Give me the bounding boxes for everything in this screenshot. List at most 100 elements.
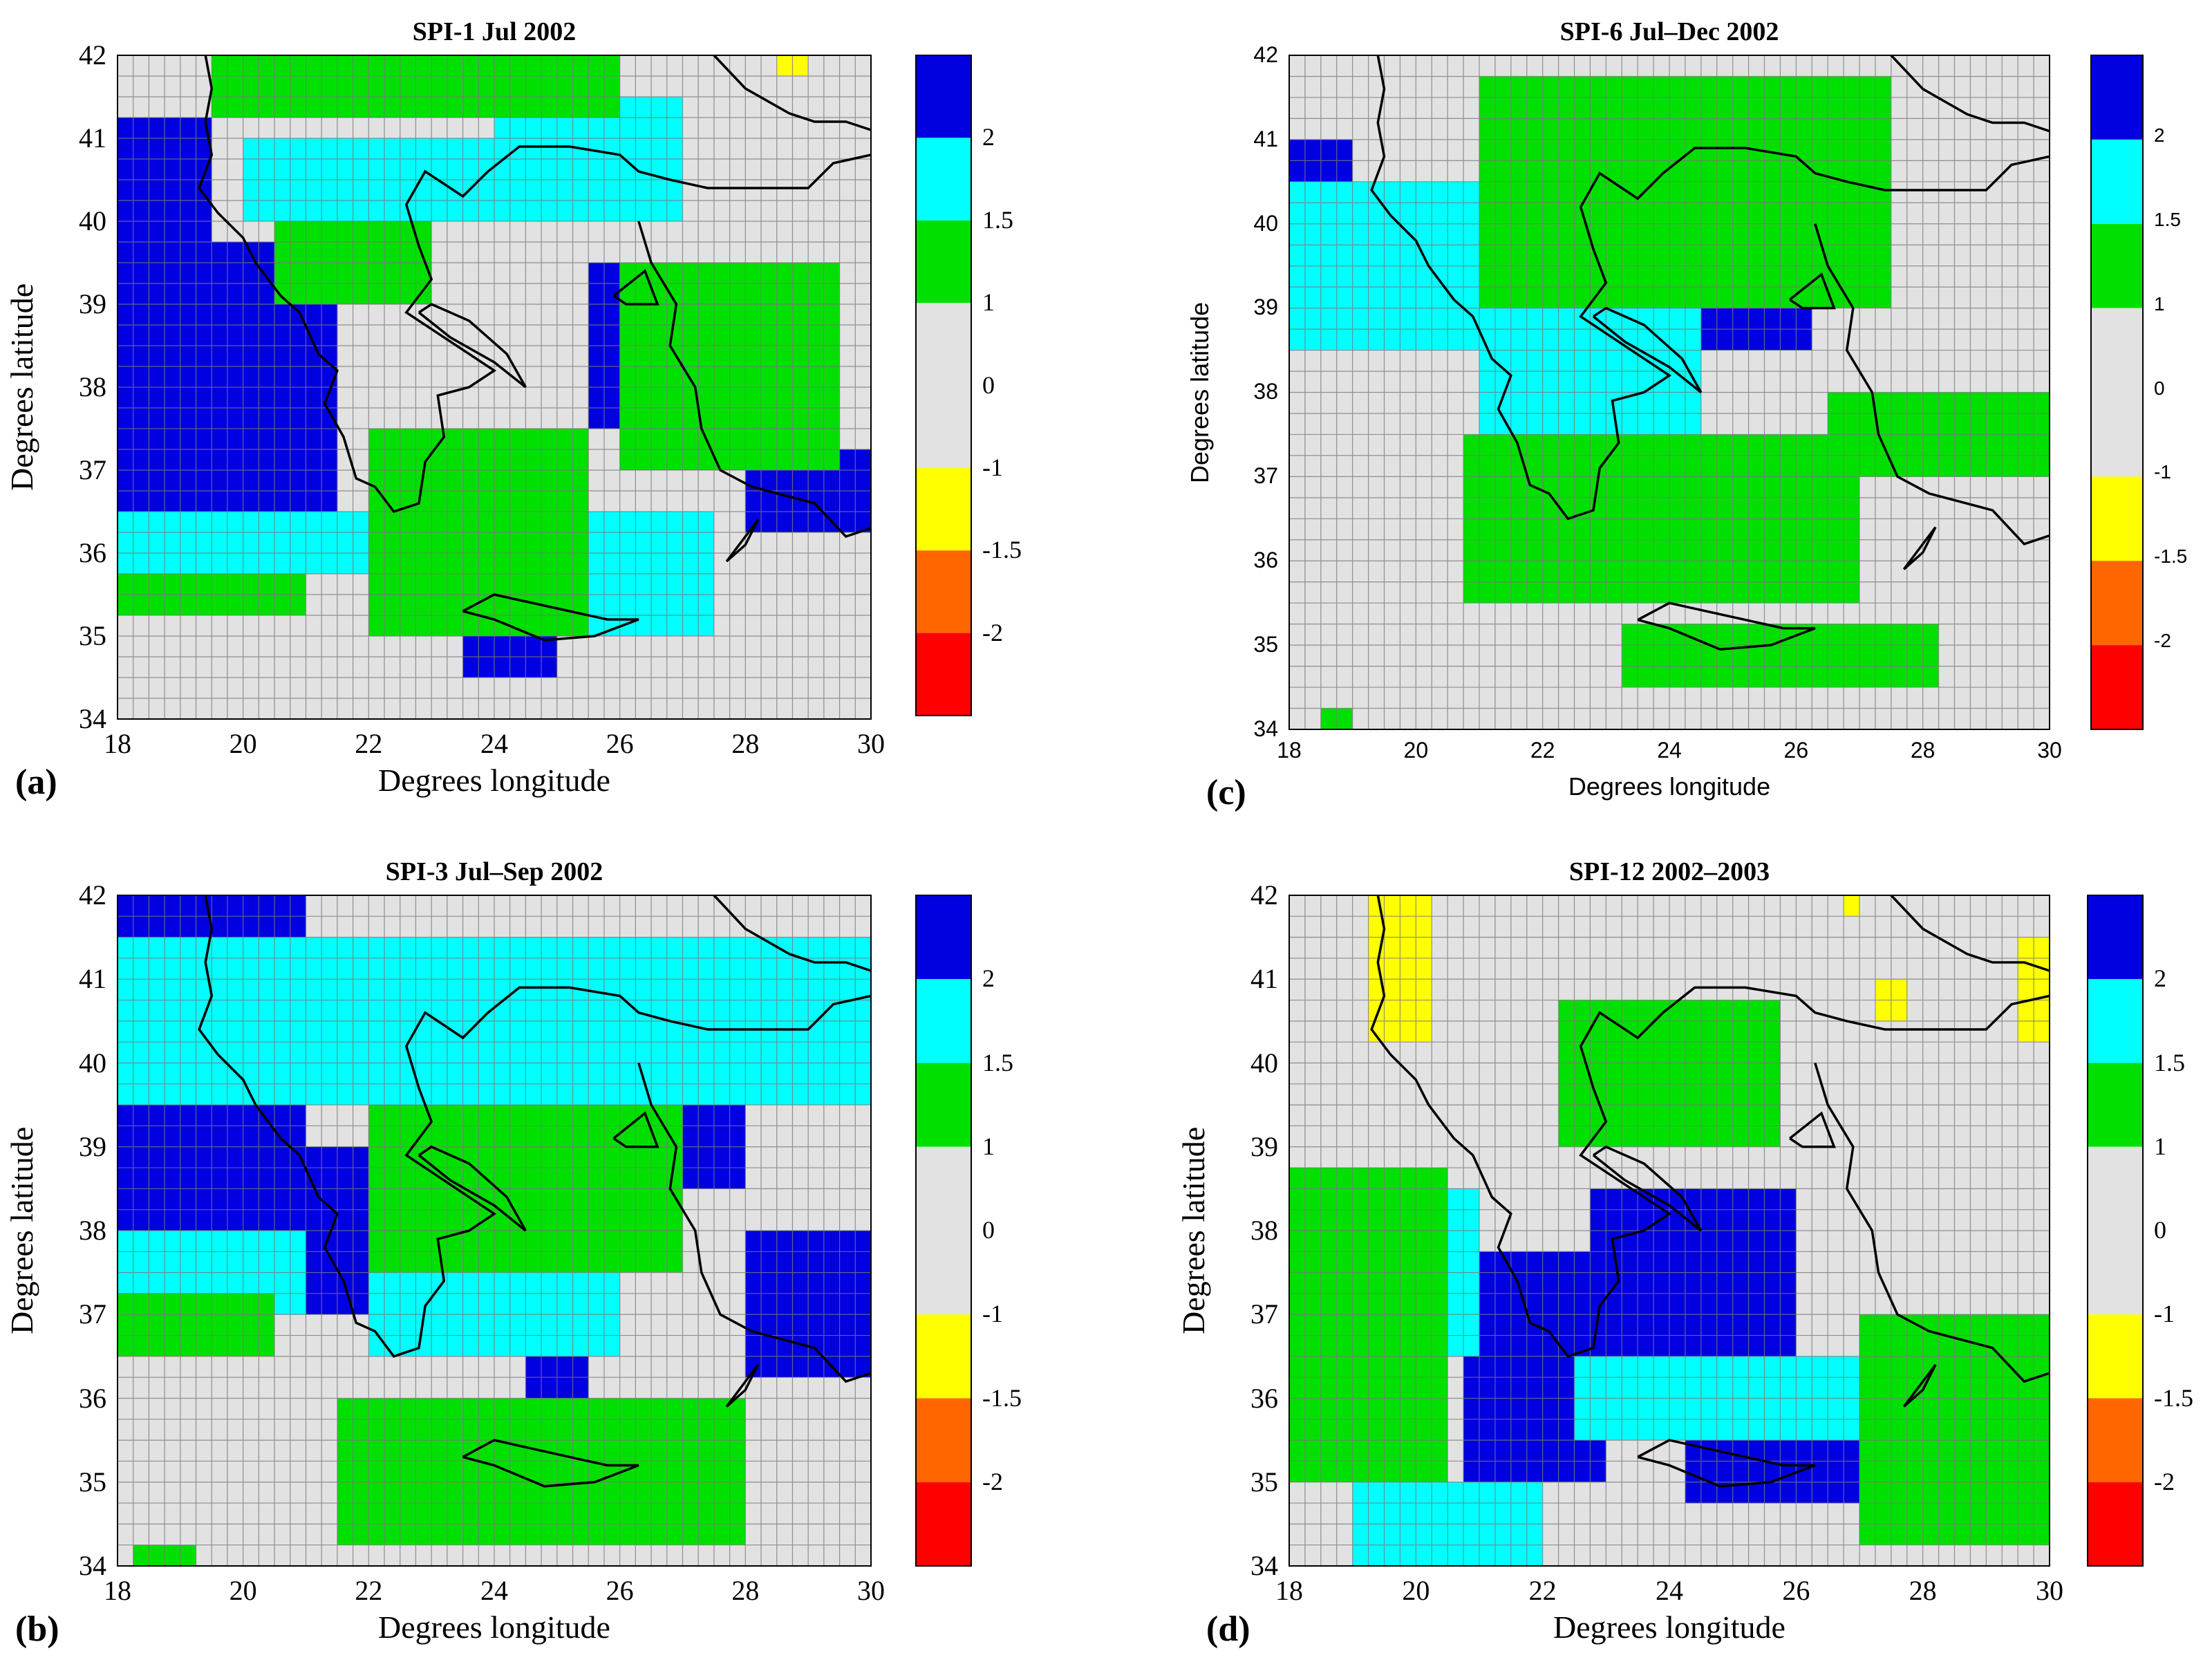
- y-tick-d-2: 36: [1250, 1382, 1278, 1414]
- colorbar-segment-d-4: [2088, 1314, 2143, 1399]
- colorbar-segment-d-6: [2088, 1482, 2143, 1566]
- x-tick-c-3: 24: [1657, 738, 1682, 763]
- y-tick-c-4: 38: [1253, 379, 1278, 404]
- colorbar-tick-d-5: 1.5: [2154, 1048, 2185, 1076]
- x-axis-label-a: Degrees longitude: [378, 763, 610, 798]
- coastline-b-6: [612, 1111, 659, 1148]
- x-tick-c-0: 18: [1277, 738, 1302, 763]
- panel-letter-d: (d): [1206, 1609, 1250, 1649]
- y-tick-b-7: 41: [79, 963, 106, 995]
- coastline-a-4: [418, 303, 527, 389]
- coastline-b-0: [198, 895, 872, 1358]
- colorbar-segment-d-1: [2088, 979, 2143, 1063]
- coastline-d-1: [1814, 1062, 2050, 1383]
- colorbar-segment-c-3: [2091, 308, 2143, 477]
- colorbar-segment-b-3: [916, 1146, 971, 1315]
- y-tick-b-0: 34: [79, 1550, 106, 1581]
- plot-frame-c: [1288, 55, 2050, 730]
- coastline-a-1: [637, 221, 872, 539]
- x-tick-d-4: 26: [1782, 1575, 1810, 1606]
- colorbar-segment-b-0: [916, 895, 971, 980]
- colorbar-tick-b-0: -2: [982, 1467, 1003, 1495]
- coastline-c-1: [1814, 223, 2050, 545]
- y-tick-b-8: 42: [79, 879, 106, 911]
- colorbar-tick-d-1: -1.5: [2154, 1383, 2193, 1412]
- y-tick-b-2: 36: [79, 1382, 106, 1414]
- colorbar-tick-b-2: -1: [982, 1300, 1003, 1328]
- y-axis-label-d: Degrees latitude: [1176, 1126, 1211, 1334]
- y-tick-c-7: 41: [1253, 126, 1278, 151]
- chart-title-c: SPI-6 Jul–Dec 2002: [1559, 17, 1779, 46]
- coastline-a-6: [612, 269, 659, 306]
- y-tick-d-1: 35: [1250, 1466, 1278, 1497]
- colorbar-tick-b-5: 1.5: [982, 1048, 1013, 1076]
- y-tick-b-5: 39: [79, 1130, 106, 1162]
- x-tick-c-6: 30: [2037, 738, 2062, 763]
- x-tick-d-1: 20: [1402, 1575, 1430, 1606]
- colorbar-segment-b-2: [916, 1063, 971, 1147]
- colorbar-segment-d-2: [2088, 1063, 2143, 1147]
- colorbar-tick-a-4: 1: [982, 288, 995, 317]
- chart-title-a: SPI-1 Jul 2002: [412, 17, 577, 46]
- grid-lines-c: [1288, 55, 2050, 730]
- x-tick-b-4: 26: [606, 1575, 634, 1606]
- colorbar-tick-a-1: -1.5: [982, 536, 1022, 564]
- colorbar-segment-a-2: [916, 220, 971, 304]
- panel-letter-a: (a): [15, 763, 57, 802]
- y-tick-a-3: 37: [79, 454, 106, 485]
- y-tick-c-2: 36: [1253, 548, 1278, 573]
- chart-title-d: SPI-12 2002–2003: [1568, 857, 1770, 886]
- colorbar-segment-b-5: [916, 1398, 971, 1482]
- x-tick-b-3: 24: [480, 1575, 508, 1606]
- colorbar-segment-d-5: [2088, 1398, 2143, 1482]
- colorbar-segment-a-6: [916, 633, 971, 716]
- coastline-d-4: [1592, 1145, 1703, 1232]
- coastline-d-6: [1789, 1111, 1836, 1148]
- coastline-d-5: [1902, 1363, 1937, 1408]
- colorbar-segment-a-1: [916, 138, 971, 221]
- colorbar-segment-c-6: [2091, 645, 2143, 729]
- x-tick-c-2: 22: [1530, 738, 1555, 763]
- grid-lines-b: [117, 895, 872, 1567]
- y-tick-c-3: 37: [1253, 463, 1278, 489]
- x-tick-a-3: 24: [480, 728, 508, 759]
- colorbar-tick-c-4: 1: [2154, 292, 2165, 315]
- colorbar-tick-b-6: 2: [982, 964, 995, 993]
- colorbar-segment-d-0: [2088, 895, 2143, 980]
- colorbar-segment-d-3: [2088, 1146, 2143, 1315]
- x-tick-d-6: 30: [2036, 1575, 2063, 1606]
- colorbar-tick-d-6: 2: [2154, 964, 2166, 993]
- y-tick-a-7: 41: [79, 122, 106, 153]
- y-tick-d-8: 42: [1250, 879, 1278, 911]
- y-tick-b-6: 40: [79, 1047, 106, 1079]
- y-tick-b-1: 35: [79, 1466, 106, 1497]
- colorbar-tick-a-2: -1: [982, 453, 1003, 481]
- y-tick-c-0: 34: [1253, 716, 1278, 741]
- colorbar-segment-b-6: [916, 1482, 971, 1566]
- colorbar-tick-b-1: -1.5: [982, 1383, 1022, 1412]
- y-tick-d-5: 39: [1250, 1130, 1278, 1162]
- colorbar-tick-c-6: 2: [2154, 124, 2165, 146]
- coastline-b-4: [418, 1145, 527, 1232]
- colorbar-segment-a-0: [916, 55, 971, 138]
- colorbar-segment-c-1: [2091, 139, 2143, 224]
- coastline-c-0: [1370, 55, 2050, 521]
- plot-frame-b: [117, 895, 872, 1567]
- colorbar-tick-a-3: 0: [982, 371, 995, 399]
- x-tick-b-0: 18: [104, 1575, 131, 1606]
- y-tick-a-6: 40: [79, 205, 106, 236]
- coastline-c-2: [1890, 54, 2050, 133]
- y-tick-a-2: 36: [79, 537, 106, 568]
- colorbar-tick-c-0: -2: [2154, 630, 2171, 652]
- colorbar-tick-c-3: 0: [2154, 377, 2165, 399]
- coastline-a-2: [713, 54, 872, 131]
- y-tick-a-8: 42: [79, 39, 106, 71]
- coastline-a-5: [725, 519, 760, 563]
- colorbar-segment-c-5: [2091, 561, 2143, 646]
- y-tick-a-1: 35: [79, 620, 106, 651]
- x-axis-label-c: Degrees longitude: [1568, 772, 1771, 801]
- y-tick-d-7: 41: [1250, 963, 1278, 995]
- x-tick-c-5: 28: [1910, 738, 1936, 763]
